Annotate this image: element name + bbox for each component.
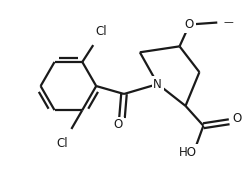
Text: Cl: Cl	[95, 25, 107, 38]
Text: O: O	[113, 118, 123, 131]
Text: O: O	[233, 112, 242, 125]
Text: Cl: Cl	[57, 137, 68, 150]
Text: N: N	[153, 78, 162, 91]
Text: HO: HO	[179, 146, 196, 159]
Text: O: O	[185, 18, 194, 31]
Text: —: —	[223, 18, 233, 27]
